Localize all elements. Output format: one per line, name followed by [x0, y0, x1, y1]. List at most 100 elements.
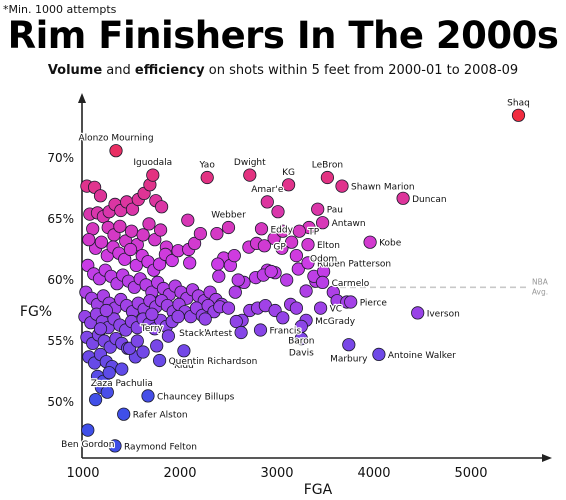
- data-point-labeled: [117, 407, 131, 421]
- data-point-labeled: [342, 338, 356, 352]
- data-point: [211, 257, 225, 271]
- data-point: [113, 219, 127, 233]
- point-label: Francis: [270, 327, 302, 337]
- data-point: [129, 258, 143, 272]
- chart-title: Rim Finishers In The 2000s: [7, 14, 559, 57]
- point-label: Shaq: [507, 98, 530, 108]
- data-point: [271, 205, 285, 219]
- data-point: [210, 227, 224, 241]
- data-point-labeled: [177, 344, 191, 358]
- x-tick-label: 4000: [357, 466, 390, 481]
- point-label: Duncan: [412, 195, 447, 205]
- data-point-labeled: [315, 275, 330, 289]
- data-point: [93, 189, 108, 203]
- point-label: Shawn Marion: [351, 183, 415, 193]
- point-label: KG: [282, 168, 295, 178]
- data-point-labeled: [301, 256, 315, 270]
- subtitle-mid: and: [102, 63, 135, 78]
- data-point: [150, 339, 164, 353]
- data-point: [93, 322, 108, 336]
- data-point: [267, 231, 281, 246]
- point-label: Antoine Walker: [388, 351, 456, 361]
- point-label: Ruben Patterson: [317, 259, 391, 269]
- point-label: Baron: [288, 336, 314, 346]
- data-point-labeled: [234, 325, 248, 340]
- data-point: [154, 223, 168, 237]
- data-point-labeled: [372, 347, 386, 361]
- data-point-labeled: [254, 222, 269, 236]
- point-label: Kobe: [379, 239, 402, 249]
- data-point-labeled: [145, 307, 159, 321]
- data-point: [153, 257, 167, 271]
- data-point: [161, 329, 175, 343]
- data-point-labeled: [301, 238, 315, 252]
- point-label: Kidd: [174, 361, 194, 371]
- y-tick-label: 70%: [47, 151, 74, 165]
- subtitle-bold-volume: Volume: [47, 63, 103, 78]
- point-label: Amar'e: [251, 185, 284, 195]
- x-tick-label: 3000: [260, 466, 293, 481]
- data-point: [100, 385, 114, 399]
- data-point-labeled: [141, 389, 155, 403]
- point-label: McGrady: [315, 317, 356, 327]
- point-label: Davis: [289, 349, 314, 359]
- data-point: [231, 273, 245, 287]
- point-label: Pau: [327, 206, 343, 216]
- data-point-labeled: [81, 423, 95, 437]
- footnote: *Min. 1000 attempts: [3, 3, 117, 16]
- data-point-labeled: [411, 306, 425, 320]
- data-point: [299, 284, 313, 298]
- point-label: Dwight: [234, 158, 266, 168]
- data-point-labeled: [313, 301, 328, 315]
- point-label: Artest: [205, 329, 233, 339]
- data-point-labeled: [260, 195, 274, 209]
- x-tick-label: 2000: [163, 466, 196, 481]
- point-label: Iverson: [427, 309, 460, 319]
- x-axis-arrow: [542, 454, 552, 462]
- data-point: [221, 301, 236, 315]
- data-point: [171, 309, 185, 324]
- data-point: [291, 262, 305, 276]
- data-point: [183, 256, 197, 270]
- data-point: [229, 314, 243, 329]
- point-label: Zaza Pachulia: [91, 379, 153, 389]
- data-point-labeled: [344, 295, 358, 309]
- data-point: [280, 273, 294, 287]
- data-point-labeled: [200, 170, 214, 185]
- y-axis-label: FG%: [20, 304, 52, 320]
- data-point: [165, 253, 179, 268]
- point-label: Ben Gordon: [61, 440, 114, 450]
- point-label: Pierce: [360, 299, 388, 309]
- data-point-labeled: [153, 353, 167, 368]
- nba-average-label: Avg.: [532, 287, 548, 296]
- data-point-labeled: [257, 239, 271, 253]
- data-point-labeled: [221, 220, 236, 235]
- data-point: [155, 200, 169, 214]
- data-point: [275, 241, 289, 255]
- data-point-labeled: [115, 362, 129, 376]
- point-label: Marbury: [330, 355, 368, 365]
- point-label: Chauncey Billups: [157, 392, 235, 402]
- y-tick-label: 50%: [47, 395, 74, 409]
- data-point: [212, 269, 226, 283]
- data-point: [264, 264, 278, 279]
- point-label: LeBron: [312, 161, 343, 171]
- data-point: [123, 242, 138, 257]
- data-point: [130, 334, 144, 348]
- data-point-labeled: [396, 191, 410, 205]
- point-label: Eddy: [271, 225, 294, 235]
- data-point: [125, 202, 140, 216]
- data-point: [99, 303, 113, 318]
- data-point-labeled: [243, 168, 257, 182]
- nba-average-label: NBA: [532, 277, 549, 286]
- y-tick-label: 65%: [47, 212, 74, 226]
- data-point-labeled: [320, 170, 334, 185]
- data-point: [188, 236, 202, 250]
- data-point: [124, 224, 139, 238]
- data-point: [94, 235, 109, 249]
- point-label: GP: [273, 242, 286, 252]
- subtitle-rest: on shots within 5 feet from 2000-01 to 2…: [204, 63, 519, 78]
- point-label: Odom: [310, 255, 337, 265]
- point-label: Carmelo: [332, 279, 370, 289]
